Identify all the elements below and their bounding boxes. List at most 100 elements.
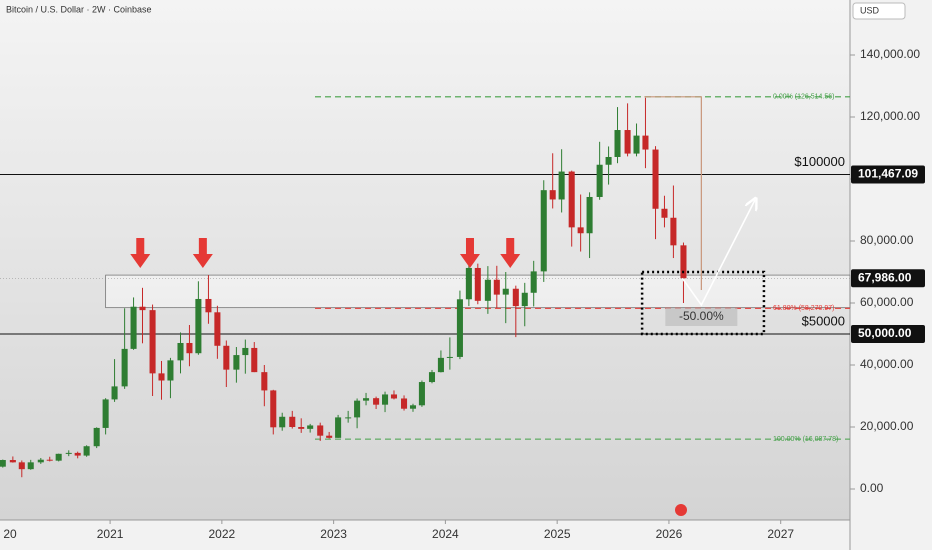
candle-body [149,310,156,374]
currency-label: USD [860,5,880,15]
candle-body [661,208,668,218]
candle-body [456,299,463,357]
fib-label: 61.80% (58,270.97) [773,305,835,312]
price-badge-label: 101,467.09 [858,167,918,181]
candle-body [390,394,398,399]
x-tick-label: 2025 [544,527,571,541]
candle-body [205,298,212,313]
candle-body [65,452,72,454]
y-tick-label: 120,000.00 [860,109,920,123]
candle-body [186,342,193,354]
resistance-arrow [192,238,213,269]
candle-body [74,452,81,456]
candle-body [670,217,677,246]
candle-body [437,357,444,373]
candle-body [83,446,90,456]
resistance-arrow [459,238,480,269]
candle-body [493,279,500,295]
resistance-arrow [500,238,521,269]
currency-badge [852,2,906,20]
candle-body [382,394,389,405]
y-tick-label: 20,000.00 [860,419,914,433]
x-tick-label: 20 [3,527,17,541]
candle-body [680,245,687,279]
y-tick-label: 60,000.00 [860,295,914,309]
candle-body [214,312,221,346]
candle-body [18,462,25,470]
candle-body [46,459,53,461]
candle-body [167,360,174,381]
candle-body [9,460,16,463]
x-tick-label: 2022 [209,527,236,541]
y-tick-label: 140,000.00 [860,47,920,61]
candle-body [577,227,584,234]
candle-body [512,288,519,307]
candle-body [549,190,556,200]
candle-body [558,171,565,200]
candle-body [614,130,621,157]
y-tick-label: 80,000.00 [860,233,914,247]
candle-body [335,417,342,438]
candle-body [586,196,593,234]
price-badge-label: 67,986.00 [858,270,912,284]
candle-body [158,373,165,381]
drop-label-bg [665,307,738,326]
price-badge-label: 50,000.00 [858,326,912,340]
candle-body [317,425,324,436]
candle-body [130,306,137,349]
x-tick-label: 2024 [432,527,459,541]
candle-body [354,400,361,418]
candle-body [111,386,118,400]
candle-body [345,417,352,419]
x-tick-label: 2026 [656,527,683,541]
candle-body [223,345,230,370]
candle-body [409,405,417,409]
x-tick-label: 2023 [320,527,347,541]
projection-path [681,200,755,307]
drop-measure [644,96,702,290]
candle-body [642,135,649,150]
candle-body [121,348,128,387]
event-icon [675,504,687,516]
candle-body [568,171,575,228]
candle-body [633,135,640,154]
candle-body [418,382,425,406]
fib-label: 0.00% (126,514.56) [773,94,835,101]
candle-body [177,342,184,361]
price-badge [851,165,925,184]
chart-title: Bitcoin / U.S. Dollar · 2W · Coinbase [6,4,152,14]
candle-body [484,279,491,301]
candle-body [279,416,286,428]
candle-body [446,356,453,358]
drop-label: -50.00% [679,309,724,323]
level-note: $100000 [794,154,845,169]
price-badge [851,269,925,288]
x-axis-panel [0,520,850,550]
candle-body [373,398,380,405]
candle-body [93,427,100,447]
candle-body [540,190,547,272]
level-note: $50000 [802,313,845,328]
candle-body [326,435,333,438]
candle-body [37,459,44,463]
candle-body [363,398,370,401]
candle-body [233,355,240,370]
candle-body [261,372,268,391]
plot-background [0,0,850,520]
candle-body [139,306,146,311]
candle-body [502,288,509,295]
resistance-arrow [130,238,151,269]
candle-body [307,425,314,429]
candle-body [596,164,603,197]
candle-body [270,390,277,428]
y-tick-label: 0.00 [860,481,884,495]
candle-body [652,149,659,209]
candle-body [624,130,631,154]
candle-body [474,267,481,301]
fib-label: 100.00% (16,087.78) [773,436,838,443]
x-tick-label: 2021 [97,527,124,541]
candle-body [605,156,612,165]
x-tick-label: 2027 [767,527,794,541]
